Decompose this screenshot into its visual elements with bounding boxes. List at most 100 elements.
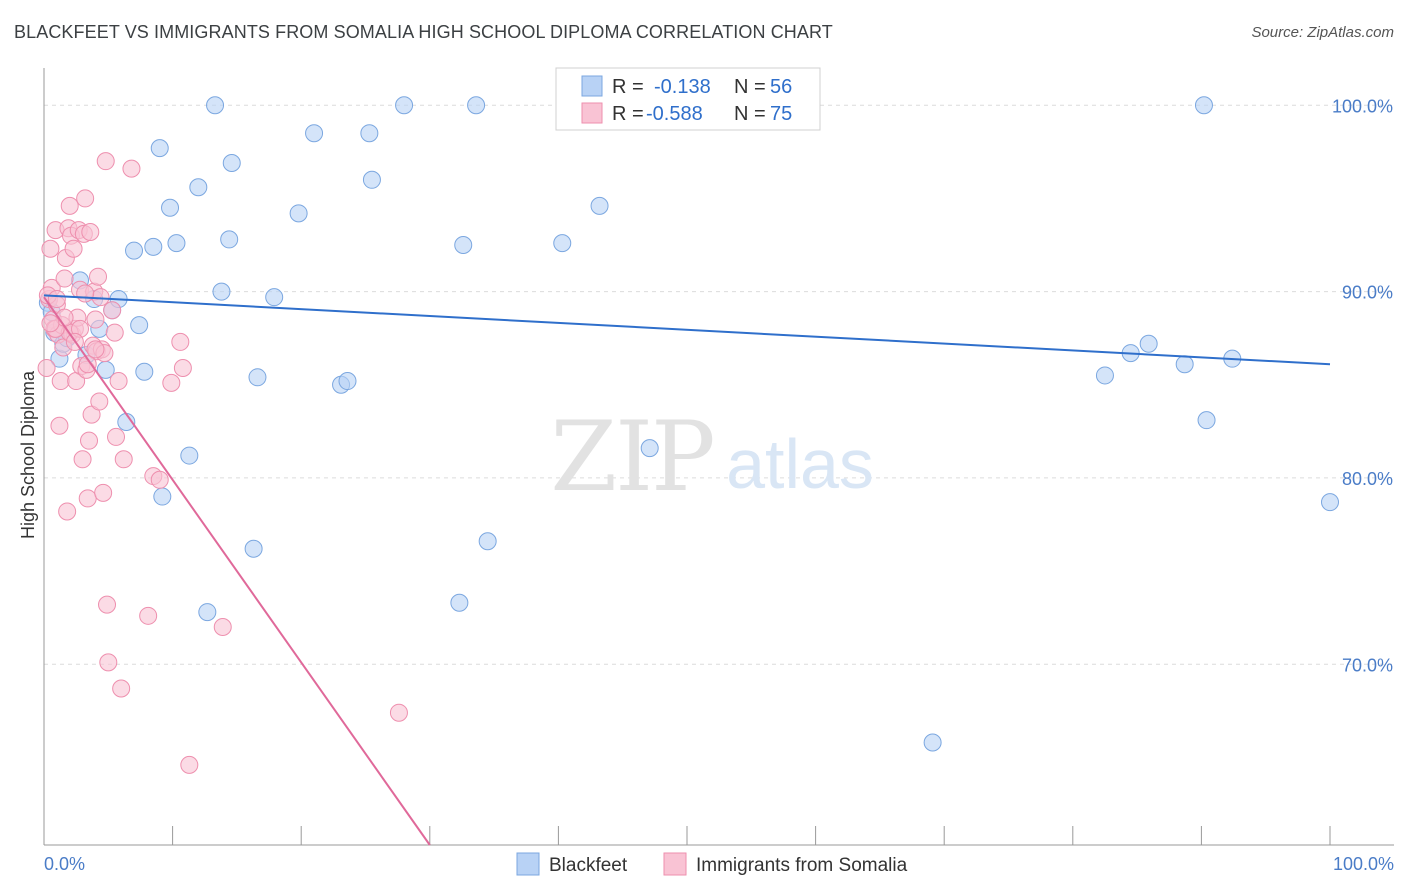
point-somalia: [99, 653, 118, 672]
point-blackfeet: [1095, 366, 1114, 385]
y-axis-label: High School Diploma: [18, 370, 38, 539]
point-somalia: [103, 301, 122, 320]
point-somalia: [73, 450, 92, 469]
point-blackfeet: [130, 316, 149, 335]
point-blackfeet: [362, 170, 381, 189]
y-tick-label: 70.0%: [1342, 655, 1393, 675]
point-blackfeet: [923, 733, 942, 752]
chart-title: BLACKFEET VS IMMIGRANTS FROM SOMALIA HIG…: [14, 22, 833, 42]
series-blackfeet: [38, 96, 1339, 752]
point-somalia: [50, 416, 69, 435]
point-somalia: [180, 755, 199, 774]
point-somalia: [55, 269, 74, 288]
point-blackfeet: [125, 241, 144, 260]
point-somalia: [114, 450, 133, 469]
x-tick-label-min: 0.0%: [44, 854, 85, 874]
point-somalia: [60, 196, 79, 215]
point-somalia: [173, 358, 192, 377]
point-somalia: [41, 239, 60, 258]
point-blackfeet: [640, 439, 659, 458]
point-blackfeet: [553, 234, 572, 253]
point-blackfeet: [150, 139, 169, 158]
point-somalia: [37, 358, 56, 377]
legend-swatch-somalia: [581, 102, 603, 124]
point-blackfeet: [135, 362, 154, 381]
legend-r-value-blackfeet: -0.138: [654, 76, 711, 98]
point-blackfeet: [467, 96, 486, 115]
point-blackfeet: [478, 532, 497, 551]
point-blackfeet: [1197, 411, 1216, 430]
legend-n-value-somalia: 75: [770, 103, 792, 125]
legend-r-label-somalia: R =: [612, 103, 644, 125]
point-blackfeet: [289, 204, 308, 223]
point-blackfeet: [1194, 96, 1213, 115]
point-somalia: [78, 489, 97, 508]
point-somalia: [109, 372, 128, 391]
point-blackfeet: [248, 368, 267, 387]
legend-n-value-blackfeet: 56: [770, 76, 792, 98]
point-blackfeet: [206, 96, 225, 115]
point-somalia: [64, 239, 83, 258]
point-blackfeet: [1321, 493, 1339, 512]
y-tick-labels: 100.0% 90.0% 80.0% 70.0%: [1332, 96, 1393, 675]
legend-n-label-somalia: N =: [734, 103, 766, 125]
point-blackfeet: [212, 282, 231, 301]
point-somalia: [98, 595, 117, 614]
point-somalia: [105, 323, 124, 342]
x-tick-label-max: 100.0%: [1333, 854, 1394, 874]
bottom-legend-swatch-blackfeet: [516, 852, 540, 876]
watermark-atlas: atlas: [726, 425, 874, 503]
watermark: ZIP atlas: [550, 401, 874, 513]
point-somalia: [80, 431, 99, 450]
y-tick-label: 80.0%: [1342, 469, 1393, 489]
point-somalia: [76, 284, 95, 303]
legend-r-label-blackfeet: R =: [612, 76, 644, 98]
point-somalia: [86, 340, 105, 359]
point-blackfeet: [189, 178, 208, 197]
bottom-legend: Blackfeet Immigrants from Somalia: [516, 852, 908, 876]
point-somalia: [90, 392, 109, 411]
point-somalia: [171, 332, 190, 351]
point-blackfeet: [450, 593, 469, 612]
point-somalia: [96, 152, 115, 171]
bottom-legend-label-blackfeet: Blackfeet: [549, 855, 628, 876]
point-blackfeet: [144, 237, 163, 256]
point-blackfeet: [1175, 355, 1194, 374]
y-tick-label: 100.0%: [1332, 96, 1393, 116]
point-blackfeet: [305, 124, 324, 143]
bottom-legend-swatch-somalia: [663, 852, 687, 876]
point-blackfeet: [1139, 334, 1158, 353]
point-blackfeet: [244, 539, 263, 558]
point-blackfeet: [265, 288, 284, 307]
point-somalia: [139, 606, 158, 625]
legend: R = -0.138 N = 56 R = -0.588 N = 75: [555, 67, 821, 131]
point-somalia: [213, 617, 232, 636]
point-somalia: [389, 703, 408, 722]
point-somalia: [47, 290, 66, 309]
point-blackfeet: [590, 196, 609, 215]
point-somalia: [78, 355, 97, 374]
point-somalia: [112, 679, 131, 698]
point-somalia: [107, 427, 126, 446]
point-blackfeet: [220, 230, 239, 249]
point-blackfeet: [180, 446, 199, 465]
trend-line-blackfeet: [43, 294, 1331, 366]
watermark-zip: ZIP: [550, 401, 713, 513]
point-somalia: [150, 470, 169, 489]
bottom-legend-label-somalia: Immigrants from Somalia: [696, 855, 908, 876]
point-somalia: [41, 314, 60, 333]
point-blackfeet: [222, 154, 241, 173]
point-somalia: [76, 189, 95, 208]
point-blackfeet: [198, 603, 217, 622]
point-blackfeet: [454, 236, 473, 255]
point-somalia: [122, 159, 141, 178]
point-blackfeet: [395, 96, 414, 115]
series-somalia: [37, 152, 408, 774]
point-blackfeet: [360, 124, 379, 143]
point-somalia: [89, 267, 108, 286]
gridlines: [44, 104, 1394, 665]
x-axis-ticks: [172, 826, 1331, 845]
point-blackfeet: [153, 487, 172, 506]
trend-line-somalia: [43, 296, 431, 846]
